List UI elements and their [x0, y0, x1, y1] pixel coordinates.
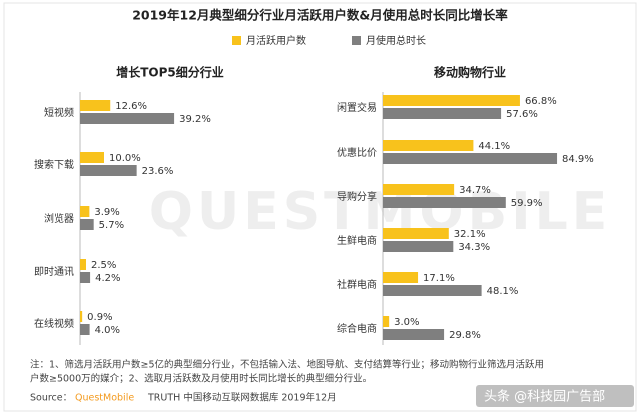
value-label: 3.9%: [94, 207, 119, 218]
bar: 月使用总时长: [80, 113, 175, 124]
panel-title: 增长TOP5细分行业: [116, 65, 224, 80]
value-label: 23.6%: [142, 166, 174, 177]
category-label: 即时通讯: [34, 266, 74, 278]
value-label: 44.1%: [478, 141, 510, 152]
bar: 月活跃用户数: [383, 184, 455, 195]
note: 注：1、筛选月活跃用户数≥5亿的典型细分行业，不包括输入法、地图导航、支付结算等…: [30, 359, 544, 371]
source-label: Source：: [30, 393, 72, 404]
bar: 月活跃用户数: [383, 140, 474, 151]
frame: [3, 2, 637, 412]
value-label: 84.9%: [562, 154, 594, 165]
value-label: 3.0%: [394, 317, 419, 328]
value-label: 39.2%: [179, 114, 211, 125]
value-label: 17.1%: [423, 273, 455, 284]
credit-bg: [476, 385, 634, 407]
bar: 月使用总时长: [80, 165, 137, 176]
legend-swatch: [232, 36, 241, 45]
value-label: 48.1%: [487, 286, 519, 297]
watermark: QUESTMOBILE: [149, 182, 611, 242]
bar: 月使用总时长: [80, 272, 91, 283]
category-label: 搜索下载: [34, 158, 74, 171]
bar: 月使用总时长: [383, 153, 558, 164]
bar: 月活跃用户数: [383, 228, 449, 239]
bar: 月使用总时长: [80, 324, 90, 335]
bar: 月活跃用户数: [80, 259, 86, 270]
bar: 月活跃用户数: [80, 100, 111, 111]
category-label: 生鲜电商: [337, 234, 377, 247]
bar: 月使用总时长: [80, 219, 94, 230]
panel-title: 移动购物行业: [434, 65, 506, 80]
value-label: 4.2%: [95, 273, 120, 284]
category-label: 在线视频: [34, 317, 74, 330]
value-label: 59.9%: [511, 198, 543, 209]
source-text: TRUTH 中国移动互联网数据库 2019年12月: [147, 392, 337, 404]
category-label: 闲置交易: [337, 101, 377, 114]
bar: 月活跃用户数: [80, 311, 83, 322]
category-label: 导购分享: [337, 190, 377, 203]
value-label: 5.7%: [99, 220, 124, 231]
bar: 月活跃用户数: [383, 95, 520, 106]
bar: 月活跃用户数: [80, 206, 90, 217]
value-label: 0.9%: [87, 312, 112, 323]
bar: 月使用总时长: [383, 241, 454, 252]
legend-label: 月使用总时长: [366, 34, 426, 47]
value-label: 4.0%: [95, 325, 120, 336]
bar: 月活跃用户数: [383, 272, 419, 283]
source-brand: QuestMobile: [75, 393, 134, 404]
category-label: 浏览器: [44, 212, 74, 225]
value-label: 2.5%: [91, 260, 116, 271]
bar: 月活跃用户数: [383, 316, 390, 327]
value-label: 34.7%: [459, 185, 491, 196]
category-label: 优惠比价: [337, 146, 377, 159]
legend-swatch: [352, 36, 361, 45]
bar: 月使用总时长: [383, 197, 506, 208]
value-label: 12.6%: [115, 101, 147, 112]
category-label: 社群电商: [337, 278, 377, 291]
legend-label: 月活跃用户数: [246, 34, 306, 47]
bar: 月使用总时长: [383, 108, 502, 119]
value-label: 66.8%: [525, 96, 557, 107]
credit: 头条 @科技园广告部: [484, 389, 605, 405]
bar: 月活跃用户数: [80, 152, 104, 163]
value-label: 29.8%: [449, 330, 481, 341]
value-label: 57.6%: [506, 109, 538, 120]
category-label: 综合电商: [337, 322, 377, 335]
value-label: 10.0%: [109, 153, 141, 164]
note: 户数≥5000万的媒介；2、选取月活跃数及月使用时长同比增长的典型细分行业。: [30, 373, 372, 385]
bar: 月使用总时长: [383, 285, 482, 296]
category-label: 短视频: [44, 106, 74, 119]
value-label: 34.3%: [458, 242, 490, 253]
value-label: 32.1%: [454, 229, 486, 240]
chart-title: 2019年12月典型细分行业月活跃用户数&月使用总时长同比增长率: [132, 8, 508, 23]
bar: 月使用总时长: [383, 329, 445, 340]
